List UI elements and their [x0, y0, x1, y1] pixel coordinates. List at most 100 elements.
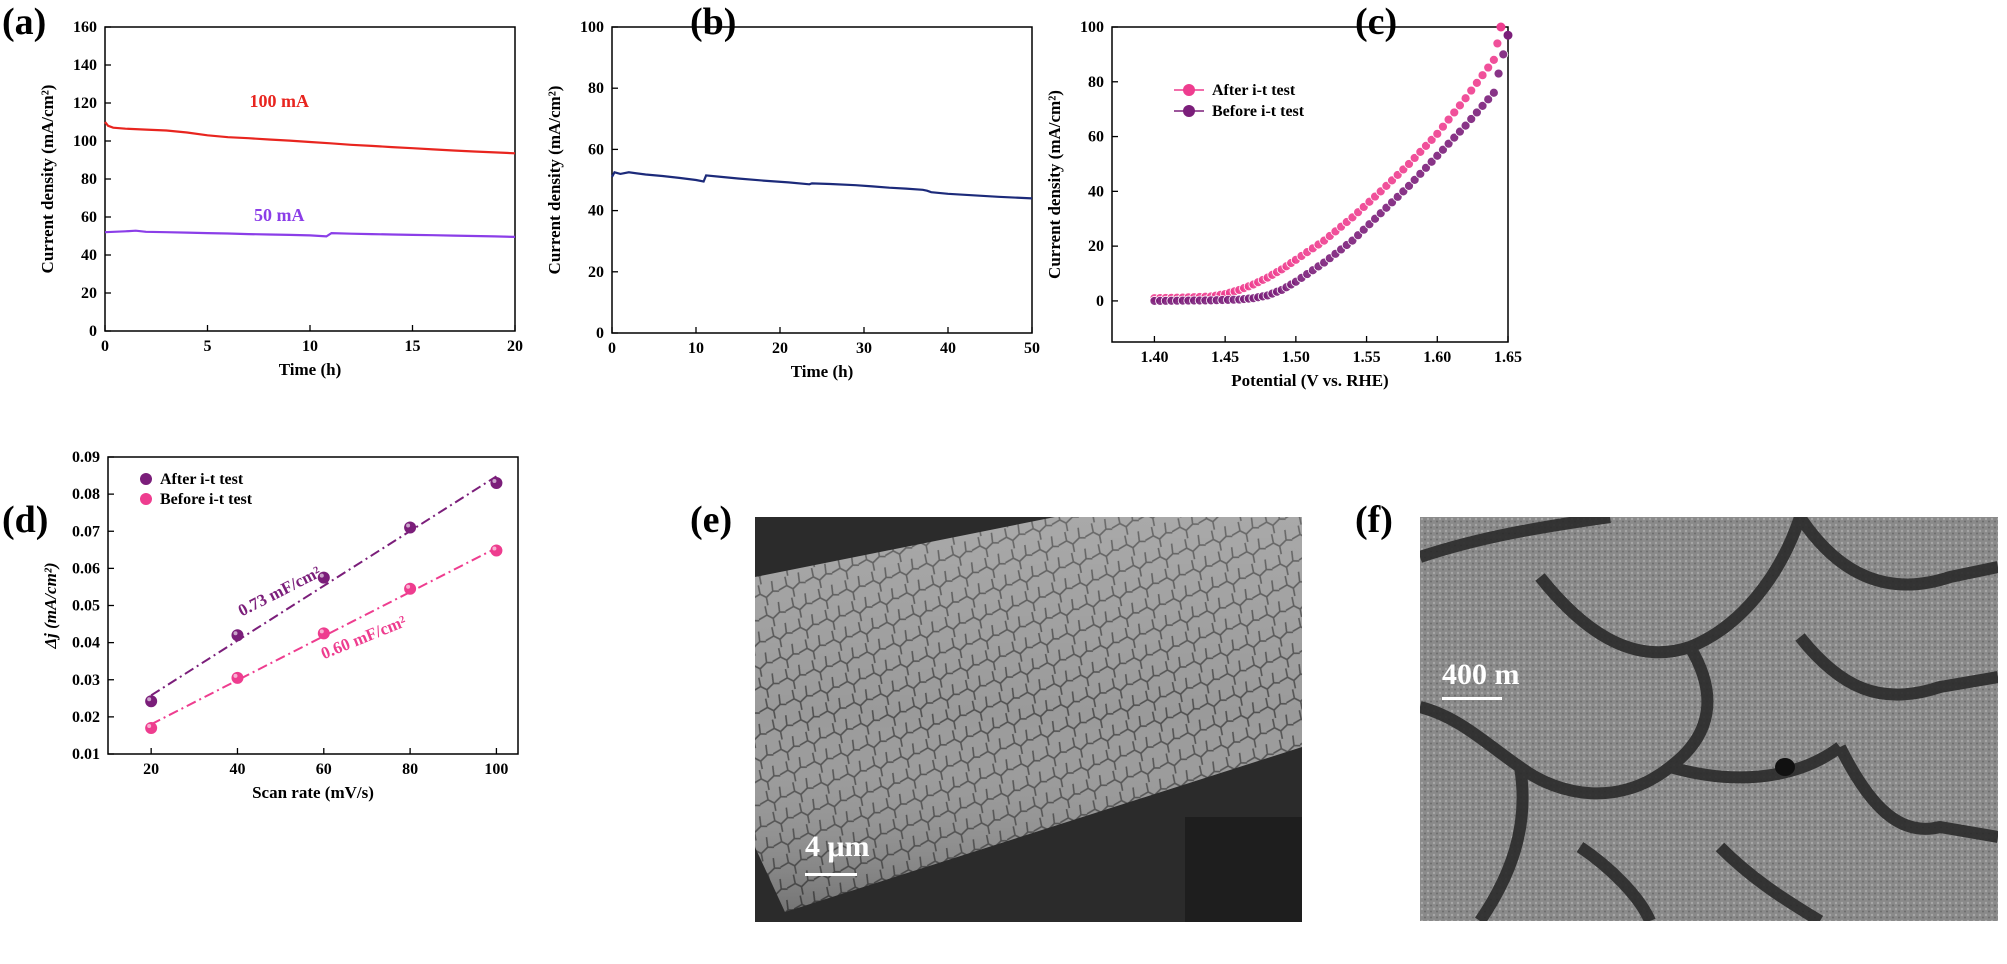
y-tick-label: 140 — [73, 57, 97, 74]
chart-b-plot: 0 10 20 30 40 50 0 20 40 60 80 100 Time (h) Current d… — [545, 19, 1040, 381]
data-point — [1460, 93, 1471, 104]
fit-line-2 — [150, 547, 497, 726]
data-point — [1466, 114, 1477, 124]
panel-label-c: (c) — [1355, 1, 1398, 43]
data-point — [1483, 94, 1494, 105]
sem-e-fiber-texture — [755, 517, 1302, 922]
data-point — [145, 695, 158, 708]
data-point — [1503, 30, 1513, 40]
series-markers-2 — [1149, 30, 1513, 306]
data-point — [1415, 168, 1426, 179]
y-tick-label: 100 — [580, 19, 604, 36]
data-point — [1455, 126, 1465, 137]
data-point-highlight — [147, 724, 152, 729]
chart-d-double-layer-capacitance: 20 40 60 80 100 0.01 0.02 0.03 0.04 0.05 0.06 0.07 0… — [41, 449, 519, 802]
x-tick-label: 50 — [1024, 340, 1040, 357]
x-tick-label: 1.45 — [1211, 349, 1239, 366]
x-axis-label: Scan rate (mV/s) — [252, 783, 374, 802]
data-point — [1471, 77, 1482, 88]
y-tick-label: 160 — [73, 19, 97, 36]
legend-label-2: Before i-t test — [1212, 103, 1305, 120]
y-tick-label: 40 — [81, 247, 97, 264]
plot-frame — [1111, 26, 1509, 343]
x-tick-label: 20 — [507, 338, 523, 355]
x-tick-label: 0 — [101, 338, 109, 355]
sem-image-f: 400 m — [1420, 517, 1998, 921]
data-point — [1432, 128, 1443, 139]
scale-bar-e — [805, 873, 857, 876]
panel-label-a: (a) — [2, 1, 47, 43]
data-point — [1483, 62, 1494, 73]
panel-label-b: (b) — [690, 1, 737, 43]
x-tick-label: 1.50 — [1282, 349, 1310, 366]
data-point — [1477, 100, 1488, 111]
y-tick-label: 0.07 — [72, 523, 100, 540]
data-point-highlight — [233, 673, 238, 678]
x-tick-label: 10 — [302, 338, 318, 355]
y-tick-label: 0.05 — [72, 598, 100, 615]
y-tick-label: 0.08 — [72, 486, 100, 503]
y-tick-label: 80 — [588, 80, 604, 97]
data-point — [1409, 174, 1420, 185]
data-point-highlight — [319, 573, 324, 578]
data-point-highlight — [319, 629, 324, 634]
data-point — [1455, 100, 1465, 111]
data-point — [231, 629, 244, 642]
chart-c-polarization-curves: 1.40 1.45 1.50 1.55 1.60 1.65 0 20 40 60 80 100 Pote… — [1045, 19, 1522, 390]
series-line-1 — [611, 171, 1033, 200]
y-tick-label: 80 — [1088, 74, 1104, 91]
y-tick-label: 0.06 — [72, 560, 100, 577]
data-point — [1426, 156, 1437, 167]
y-tick-label: 0.03 — [72, 672, 100, 689]
x-tick-label: 40 — [229, 761, 245, 778]
panel-label-e: (e) — [690, 499, 733, 541]
panel-label-d: (d) — [2, 499, 49, 541]
x-tick-label: 100 — [484, 761, 508, 778]
y-tick-label: 0.02 — [72, 709, 100, 726]
y-tick-label: 20 — [1088, 238, 1104, 255]
data-point — [1415, 147, 1426, 157]
data-point-highlight — [406, 584, 411, 589]
y-tick-label: 0.01 — [72, 746, 100, 763]
data-point — [1438, 121, 1448, 132]
data-point — [145, 722, 158, 735]
x-tick-label: 80 — [402, 761, 418, 778]
legend-label-1: After i-t test — [160, 471, 244, 488]
sem-image-e: 4 μm — [755, 517, 1302, 922]
fit-label-before: 0.60 mF/cm² — [318, 612, 409, 663]
legend-label-2: Before i-t test — [160, 491, 253, 508]
fit-line-1 — [150, 475, 497, 697]
data-point-highlight — [492, 478, 497, 483]
y-axis-label: Δj (mA/cm²) — [41, 562, 60, 649]
y-tick-label: 60 — [81, 209, 97, 226]
data-point — [1498, 49, 1509, 60]
x-tick-label: 0 — [608, 340, 616, 357]
data-point — [404, 521, 417, 534]
x-axis-label: Potential (V vs. RHE) — [1231, 371, 1388, 390]
data-point — [1488, 54, 1499, 65]
chart-a-stability-100-50mA: 0 5 10 15 20 0 20 40 60 80 100 120 140 160 Time (h) Cur… — [38, 19, 523, 379]
x-tick-label: 40 — [940, 340, 956, 357]
data-point — [1404, 180, 1414, 191]
y-axis-label: Current density (mA/cm²) — [1045, 90, 1064, 279]
legend-label-1: After i-t test — [1212, 82, 1296, 99]
data-point — [490, 476, 503, 489]
data-point — [1466, 85, 1477, 96]
data-point — [1443, 138, 1454, 149]
x-tick-label: 1.60 — [1423, 349, 1451, 366]
data-point — [1432, 150, 1443, 161]
series-line-1 — [104, 121, 516, 155]
panel-label-f: (f) — [1355, 499, 1393, 541]
y-tick-label: 20 — [81, 285, 97, 302]
annotation-50mA: 50 mA — [254, 205, 305, 225]
data-point — [1477, 70, 1488, 81]
series-line-2 — [104, 229, 516, 238]
x-tick-label: 1.55 — [1353, 349, 1381, 366]
x-tick-label: 20 — [143, 761, 159, 778]
data-point — [1449, 132, 1460, 143]
data-point — [1496, 22, 1506, 32]
x-tick-label: 5 — [204, 338, 212, 355]
y-tick-label: 80 — [81, 171, 97, 188]
data-point-highlight — [147, 697, 152, 702]
x-tick-label: 15 — [405, 338, 421, 355]
